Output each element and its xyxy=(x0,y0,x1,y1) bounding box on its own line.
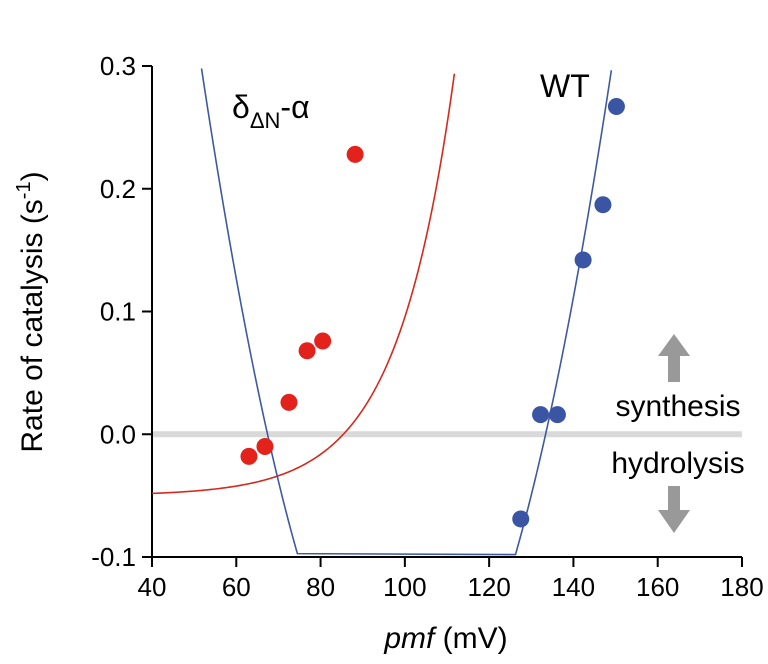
data-point-series-1 xyxy=(532,406,550,424)
x-axis-title: pmf (mV) xyxy=(383,622,507,655)
y-tick-label: 0.3 xyxy=(100,51,136,81)
data-point-series-1 xyxy=(548,406,566,424)
data-point-series-0 xyxy=(256,438,274,456)
x-axis-title-italic: pmf xyxy=(383,622,437,655)
data-point-series-1 xyxy=(594,196,612,214)
down-arrow-icon xyxy=(658,486,690,533)
series-label-main: δ xyxy=(232,89,250,125)
y-tick-label: 0.1 xyxy=(100,297,136,327)
data-point-series-0 xyxy=(298,342,316,360)
fit-curve-0 xyxy=(151,73,456,495)
fit-curves xyxy=(151,68,613,556)
direction-annotations: synthesis hydrolysis xyxy=(611,334,745,533)
x-tick-label: 100 xyxy=(383,572,426,602)
data-point-series-0 xyxy=(314,332,332,350)
y-axis-title-sup: -1 xyxy=(13,181,35,199)
data-point-series-0 xyxy=(280,393,298,411)
series-label-subscript: ΔN xyxy=(250,108,281,133)
x-tick-label: 140 xyxy=(552,572,595,602)
data-point-series-0 xyxy=(346,145,364,163)
data-point-series-1 xyxy=(574,251,592,269)
data-points xyxy=(240,98,625,528)
x-tick-label: 80 xyxy=(306,572,335,602)
x-tick-label: 120 xyxy=(467,572,510,602)
y-tick-label: 0.2 xyxy=(100,174,136,204)
x-tick-label: 160 xyxy=(636,572,679,602)
hydrolysis-label: hydrolysis xyxy=(611,447,744,480)
axes-layer: 40 60 80 100 120 140 160 180 -0.1 0.0 0.1 0.2 0.3 xyxy=(91,51,764,602)
y-tick-label: -0.1 xyxy=(91,542,136,572)
y-axis-title-main: Rate of catalysis (s xyxy=(16,199,49,452)
up-arrow-icon xyxy=(658,334,690,382)
y-axis-title: Rate of catalysis (s-1) xyxy=(13,171,49,452)
x-tick-label: 40 xyxy=(138,572,167,602)
x-tick-label: 60 xyxy=(222,572,251,602)
x-axis-title-rest: (mV) xyxy=(434,622,507,655)
data-point-series-0 xyxy=(240,447,258,465)
y-tick-label: 0.0 xyxy=(100,419,136,449)
series-label-delta-dn-alpha: δΔN-α xyxy=(232,89,310,133)
x-tick-label: 180 xyxy=(720,572,763,602)
data-point-series-1 xyxy=(512,510,530,528)
series-label-wt: WT xyxy=(540,68,590,104)
synthesis-label: synthesis xyxy=(615,390,740,423)
series-label-suffix: -α xyxy=(280,89,309,125)
data-point-series-1 xyxy=(607,98,625,116)
y-axis-title-close: ) xyxy=(16,171,49,181)
